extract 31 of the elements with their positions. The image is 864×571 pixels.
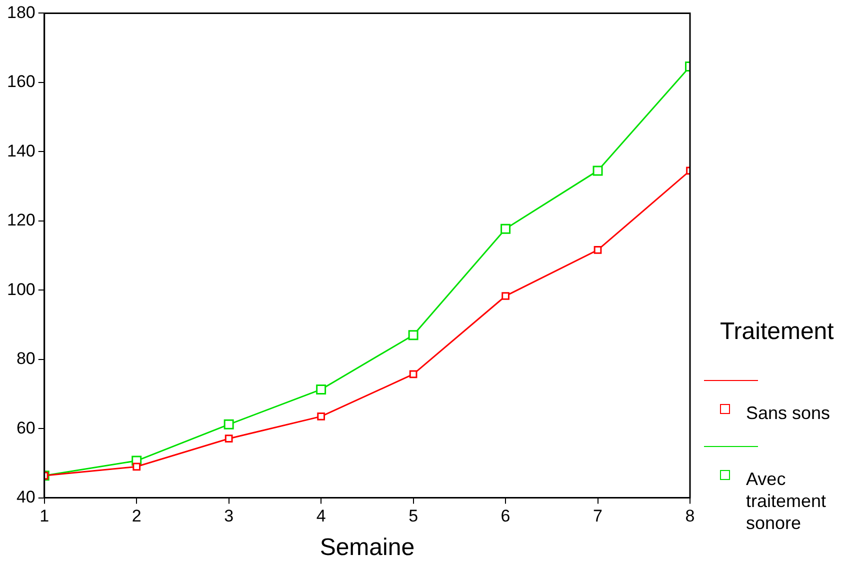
legend-title: Traitement — [720, 318, 835, 346]
x-tick-label: 4 — [316, 506, 326, 526]
x-tick-label: 7 — [593, 506, 602, 526]
y-tick-label: 80 — [16, 349, 36, 368]
x-tick-label: 1 — [40, 506, 50, 526]
point — [132, 462, 141, 471]
y-tick-label: 140 — [6, 141, 36, 160]
legend-label: Avec traitement sonore — [746, 468, 828, 534]
point — [500, 224, 511, 234]
point — [408, 330, 418, 340]
point — [502, 292, 510, 300]
y-tick-label: 40 — [16, 487, 36, 506]
point — [224, 419, 234, 430]
point — [317, 412, 325, 420]
y-tick-label: 180 — [6, 2, 36, 22]
x-tick-label: 2 — [132, 506, 142, 526]
point — [316, 384, 326, 394]
x-tick-label: 6 — [500, 506, 510, 526]
x-tick-label: 5 — [408, 506, 418, 526]
point — [592, 166, 603, 176]
legend-label: Sans sons — [746, 402, 832, 424]
y-tick-label: 160 — [6, 72, 36, 92]
y-tick-label: 60 — [16, 418, 36, 438]
y-tick-label: 100 — [6, 280, 36, 299]
x-tick-label: 3 — [224, 506, 234, 526]
x-axis-title: Semaine — [320, 534, 415, 562]
point — [594, 246, 602, 254]
point — [409, 370, 418, 378]
y-tick-label: 120 — [6, 210, 36, 230]
x-tick-label: 8 — [685, 506, 695, 526]
point — [224, 434, 233, 443]
